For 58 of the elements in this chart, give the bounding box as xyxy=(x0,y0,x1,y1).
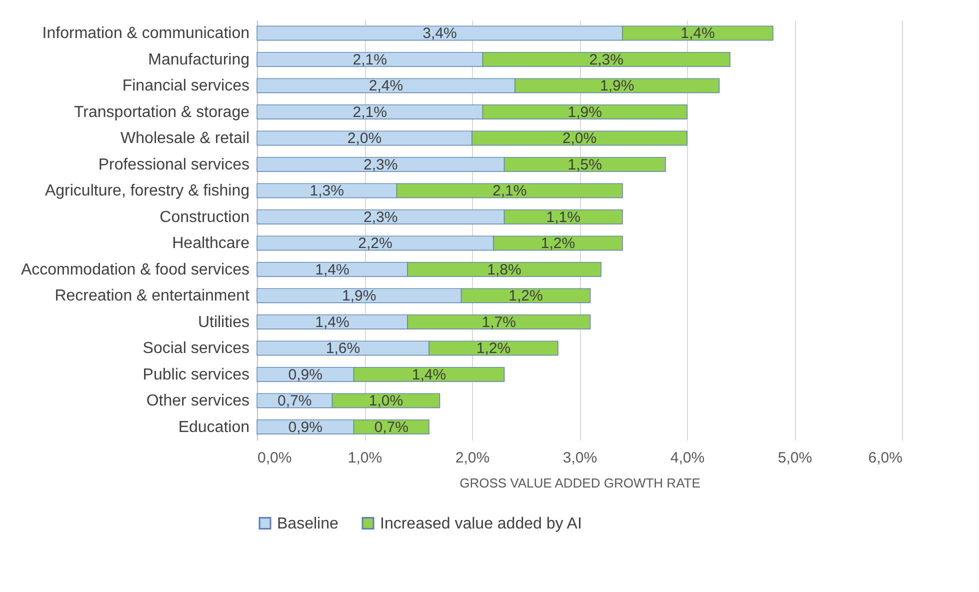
x-tick-label: 2,0% xyxy=(455,450,490,466)
data-label: 1,4% xyxy=(315,314,350,331)
x-axis-title: GROSS VALUE ADDED GROWTH RATE xyxy=(460,476,701,490)
data-label: 1,4% xyxy=(412,366,446,384)
data-label: 1,9% xyxy=(342,288,376,305)
legend-label: Increased value added by AI xyxy=(380,515,582,532)
y-tick-label: Construction xyxy=(160,208,250,226)
x-tick-label: 6,0% xyxy=(868,450,902,466)
data-label: 2,3% xyxy=(364,156,398,174)
data-label: 1,5% xyxy=(568,156,602,174)
data-label: 2,3% xyxy=(589,51,624,68)
data-label: 2,2% xyxy=(358,235,392,252)
data-label: 1,6% xyxy=(326,340,360,358)
data-label: 1,9% xyxy=(568,104,602,121)
y-tick-label: Professional services xyxy=(98,156,250,174)
y-tick-label: Information & communication xyxy=(42,25,250,42)
data-label: 2,1% xyxy=(492,182,527,200)
y-tick-label: Other services xyxy=(146,392,250,410)
data-label: 2,4% xyxy=(368,78,404,95)
data-label: 1,2% xyxy=(508,288,543,305)
data-label: 1,4% xyxy=(315,261,350,278)
data-label: 2,1% xyxy=(352,104,387,121)
y-tick-label: Wholesale & retail xyxy=(120,130,250,148)
y-tick-label: Agriculture, forestry & fishing xyxy=(44,182,250,200)
y-tick-label: Manufacturing xyxy=(148,51,250,68)
data-label: 0,9% xyxy=(288,366,322,384)
data-label: 1,3% xyxy=(310,182,344,200)
data-label: 1,2% xyxy=(540,235,576,252)
y-tick-label: Utilities xyxy=(198,314,250,331)
data-label: 2,0% xyxy=(562,130,597,148)
y-tick-label: Healthcare xyxy=(172,235,250,252)
y-tick-label: Education xyxy=(178,418,250,436)
data-label: 1,1% xyxy=(546,208,580,226)
y-tick-label: Recreation & entertainment xyxy=(54,288,250,305)
y-tick-label: Accommodation & food services xyxy=(20,261,250,278)
x-tick-label: 1,0% xyxy=(348,450,382,466)
data-label: 1,2% xyxy=(476,340,511,358)
data-label: 1,0% xyxy=(368,392,404,410)
data-label: 2,1% xyxy=(352,51,387,68)
y-tick-label: Social services xyxy=(142,340,250,358)
data-label: 0,7% xyxy=(278,392,312,410)
data-label: 1,4% xyxy=(680,25,715,42)
legend-label: Baseline xyxy=(277,515,338,532)
data-label: 1,7% xyxy=(482,314,516,331)
y-tick-label: Public services xyxy=(142,366,250,384)
data-label: 0,9% xyxy=(288,418,322,436)
x-tick-label: 5,0% xyxy=(778,450,812,466)
data-label: 0,7% xyxy=(374,418,408,436)
data-label: 3,4% xyxy=(422,25,457,42)
data-label: 1,8% xyxy=(487,261,522,278)
y-tick-label: Financial services xyxy=(122,78,250,95)
y-tick-label: Transportation & storage xyxy=(74,104,250,121)
x-tick-label: 3,0% xyxy=(562,450,598,466)
x-tick-label: 4,0% xyxy=(670,450,705,466)
data-label: 2,3% xyxy=(364,208,398,226)
data-label: 1,9% xyxy=(600,78,634,95)
data-label: 2,0% xyxy=(347,130,382,148)
x-tick-label: 0,0% xyxy=(258,450,292,466)
